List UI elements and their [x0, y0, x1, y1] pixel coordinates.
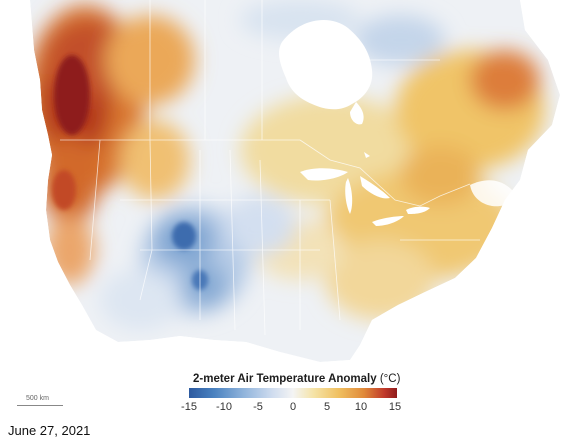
- scale-bar: [17, 405, 63, 406]
- temperature-anomaly-map: [30, 0, 560, 362]
- hudson-bay: [279, 19, 373, 110]
- legend-tick: 0: [289, 401, 297, 413]
- legend-tick: 15: [388, 401, 402, 413]
- legend-color-bar: [189, 388, 397, 398]
- great-lakes: [300, 152, 430, 226]
- legend-tick: -5: [253, 401, 263, 413]
- james-bay: [350, 102, 364, 125]
- legend-tick: 5: [323, 401, 331, 413]
- legend-tick: 10: [354, 401, 368, 413]
- legend-tick: -10: [216, 401, 232, 413]
- legend-unit: (°C): [379, 373, 401, 385]
- gulf-of-st-lawrence: [470, 180, 515, 207]
- legend-title: 2-meter Air Temperature Anomaly (°C): [193, 373, 400, 385]
- borders: [60, 0, 480, 336]
- date-caption: June 27, 2021: [8, 423, 91, 438]
- legend-tick: -15: [181, 401, 197, 413]
- scale-bar-label: 500 km: [26, 395, 49, 402]
- legend-title-text: 2-meter Air Temperature Anomaly: [193, 373, 377, 385]
- map-canvas: [30, 0, 560, 362]
